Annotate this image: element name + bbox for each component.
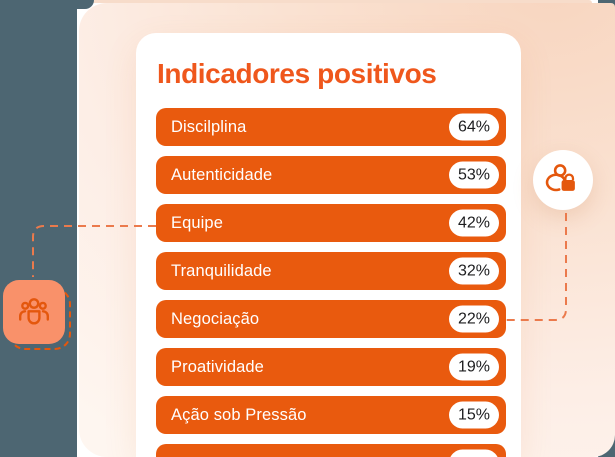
- indicator-value-badge: 64%: [448, 113, 499, 141]
- team-group-icon: [19, 298, 49, 325]
- indicator-bar: Proatividade 19%: [156, 348, 506, 386]
- backdrop-corner-notch: [77, 0, 94, 9]
- indicator-label: Proatividade: [171, 357, 264, 376]
- indicator-value-badge: 15%: [448, 401, 499, 429]
- indicator-bar: Negociação 22%: [156, 300, 506, 338]
- indicator-value-badge: [449, 449, 499, 457]
- indicator-bar: Equipe 42%: [156, 204, 506, 242]
- indicator-label: Autenticidade: [171, 165, 273, 184]
- person-circle-badge: [533, 150, 593, 210]
- report-card: Indicadores positivos Discilplina 64% Au…: [136, 33, 521, 457]
- indicator-label: Ação sob Pressão: [171, 405, 307, 424]
- indicator-label: Equipe: [171, 213, 223, 232]
- indicator-value-badge: 19%: [448, 353, 499, 381]
- indicator-bar: Autenticidade 53%: [156, 156, 506, 194]
- page-title: Indicadores positivos: [157, 58, 437, 89]
- indicator-value-badge: 42%: [448, 209, 499, 237]
- indicator-value-badge: 32%: [448, 257, 499, 285]
- indicator-bar: [156, 444, 506, 457]
- indicator-value-badge: 22%: [448, 305, 499, 333]
- indicator-bar: Discilplina 64%: [156, 108, 506, 146]
- person-lock-icon: [545, 164, 575, 192]
- indicator-label: Tranquilidade: [171, 261, 272, 280]
- indicator-value-badge: 53%: [448, 161, 499, 189]
- indicator-label: Discilplina: [171, 117, 247, 136]
- indicator-list: Discilplina 64% Autenticidade 53% Equipe…: [156, 108, 506, 457]
- indicator-label: Negociação: [171, 309, 260, 328]
- team-tile: [3, 280, 65, 344]
- indicator-bar: Tranquilidade 32%: [156, 252, 506, 290]
- indicator-bar: Ação sob Pressão 15%: [156, 396, 506, 434]
- top-accent-bar: [92, 0, 592, 3]
